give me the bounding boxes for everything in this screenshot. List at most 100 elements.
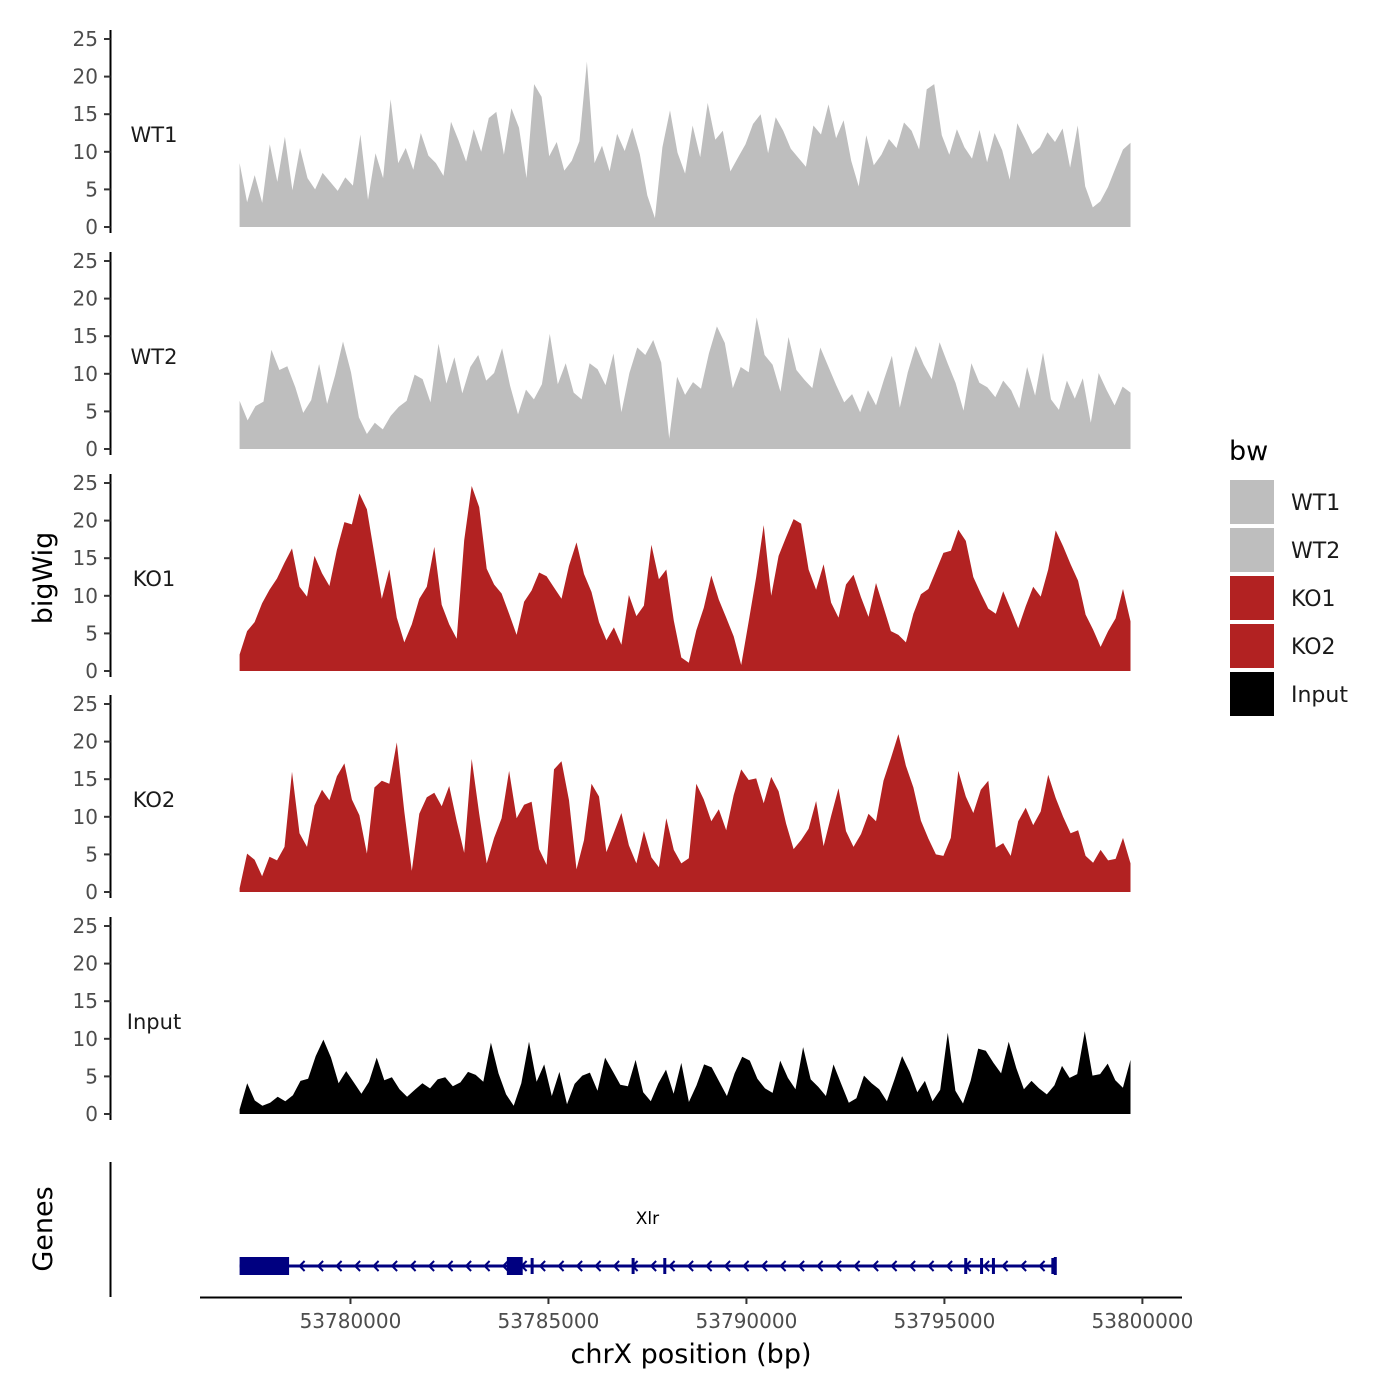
y-tick-label: 10 xyxy=(73,362,98,386)
strand-arrow xyxy=(427,1260,435,1272)
track-label-wt2: WT2 xyxy=(131,345,178,369)
y-tick-label: 0 xyxy=(85,437,98,461)
strand-arrow xyxy=(853,1260,861,1272)
strand-arrow xyxy=(538,1260,546,1272)
y-tick-label: 25 xyxy=(73,914,98,938)
gene-exon xyxy=(980,1258,984,1274)
y-tick-label: 20 xyxy=(73,65,98,89)
strand-arrow xyxy=(1001,1260,1009,1272)
track-label-wt1: WT1 xyxy=(131,123,178,147)
gene-model xyxy=(239,1257,1057,1275)
strand-arrow xyxy=(612,1260,620,1272)
strand-arrow xyxy=(779,1260,787,1272)
y-tick-label: 5 xyxy=(85,399,98,423)
y-tick-label: 25 xyxy=(73,471,98,495)
legend-title: bw xyxy=(1229,436,1268,467)
track-panel-wt2: 0 5 10 15 20 25 WT2 xyxy=(73,249,1131,461)
y-tick-label: 0 xyxy=(85,659,98,683)
strand-arrow xyxy=(501,1260,509,1272)
strand-arrow xyxy=(668,1260,676,1272)
y-tick-label: 15 xyxy=(73,546,98,570)
track-panel-ko2: 0 5 10 15 20 25 KO2 xyxy=(73,692,1131,904)
genes-axis-title: Genes xyxy=(28,1186,59,1271)
strand-arrow xyxy=(1038,1260,1046,1272)
y-tick-label: 10 xyxy=(73,140,98,164)
legend-item-ko1: KO1 xyxy=(1230,576,1336,620)
y-tick-label: 0 xyxy=(85,880,98,904)
track-panel-wt1: 0 5 10 15 20 25 WT1 xyxy=(73,27,1131,239)
gene-exon xyxy=(964,1258,968,1274)
strand-arrow xyxy=(372,1260,380,1272)
y-tick-label: 5 xyxy=(85,842,98,866)
strand-arrow xyxy=(353,1260,361,1272)
legend-swatch xyxy=(1230,480,1274,524)
gene-track-panel: Xlr xyxy=(109,1162,1057,1297)
legend-label: Input xyxy=(1291,683,1348,708)
y-tick-label: 25 xyxy=(73,692,98,716)
x-axis: 53780000 53785000 53790000 53795000 53800000… xyxy=(200,1296,1194,1370)
signal-area-ko1 xyxy=(239,486,1131,671)
y-tick-label: 15 xyxy=(73,102,98,126)
gene-exon xyxy=(1051,1258,1055,1274)
bigwig-panels: 0 5 10 15 20 25 WT1 0 5 10 15 20 25 WT2 0 5 10 15 20 25 KO1 0… xyxy=(73,27,1131,1126)
strand-arrow xyxy=(834,1260,842,1272)
strand-arrow xyxy=(575,1260,583,1272)
signal-area-wt2 xyxy=(239,317,1131,449)
strand-arrow xyxy=(982,1260,990,1272)
x-tick-label: 53780000 xyxy=(300,1309,402,1333)
strand-arrow xyxy=(1019,1260,1027,1272)
gene-name-label: Xlr xyxy=(636,1209,659,1229)
strand-arrow xyxy=(483,1260,491,1272)
track-label-ko1: KO1 xyxy=(133,567,176,591)
gene-exon xyxy=(239,1257,290,1275)
y-tick-label: 20 xyxy=(73,509,98,533)
x-tick-label: 53800000 xyxy=(1092,1309,1194,1333)
strand-arrow xyxy=(649,1260,657,1272)
x-tick-label: 53795000 xyxy=(894,1309,996,1333)
legend-swatch xyxy=(1230,624,1274,668)
y-tick-label: 5 xyxy=(85,177,98,201)
legend-swatch xyxy=(1230,672,1274,716)
strand-arrow xyxy=(705,1260,713,1272)
track-label-ko2: KO2 xyxy=(133,788,176,812)
strand-arrow xyxy=(686,1260,694,1272)
y-tick-label: 15 xyxy=(73,767,98,791)
strand-arrow xyxy=(298,1260,306,1272)
x-tick-label: 53790000 xyxy=(696,1309,798,1333)
strand-arrow xyxy=(464,1260,472,1272)
track-label-input: Input xyxy=(127,1010,181,1034)
legend-label: WT1 xyxy=(1291,491,1340,516)
gene-exon xyxy=(991,1258,995,1274)
legend: bw WT1 WT2 KO1 KO2 Input xyxy=(1229,436,1348,716)
y-tick-label: 0 xyxy=(85,1102,98,1126)
y-tick-label: 0 xyxy=(85,215,98,239)
legend-item-input: Input xyxy=(1230,672,1348,716)
legend-swatch xyxy=(1230,528,1274,572)
y-axis-title: bigWig xyxy=(28,532,59,625)
track-panel-input: 0 5 10 15 20 25 Input xyxy=(73,914,1131,1126)
strand-arrow xyxy=(409,1260,417,1272)
legend-label: KO2 xyxy=(1291,635,1336,660)
y-tick-label: 25 xyxy=(73,27,98,51)
gene-exon xyxy=(631,1258,635,1274)
gene-exon xyxy=(530,1258,534,1274)
legend-label: WT2 xyxy=(1291,539,1340,564)
x-axis-ticks: 53780000 53785000 53790000 53795000 53800000 xyxy=(300,1297,1194,1333)
strand-arrow xyxy=(335,1260,343,1272)
legend-item-wt1: WT1 xyxy=(1230,480,1340,524)
strand-arrow xyxy=(446,1260,454,1272)
legend-label: KO1 xyxy=(1291,587,1336,612)
y-tick-label: 10 xyxy=(73,805,98,829)
strand-arrow xyxy=(816,1260,824,1272)
strand-arrow xyxy=(557,1260,565,1272)
y-tick-label: 15 xyxy=(73,324,98,348)
track-panel-ko1: 0 5 10 15 20 25 KO1 xyxy=(73,471,1131,683)
strand-arrow xyxy=(390,1260,398,1272)
y-tick-label: 10 xyxy=(73,584,98,608)
y-tick-label: 5 xyxy=(85,1064,98,1088)
x-tick-label: 53785000 xyxy=(498,1309,600,1333)
strand-arrow xyxy=(760,1260,768,1272)
y-tick-label: 20 xyxy=(73,730,98,754)
strand-arrow xyxy=(945,1260,953,1272)
